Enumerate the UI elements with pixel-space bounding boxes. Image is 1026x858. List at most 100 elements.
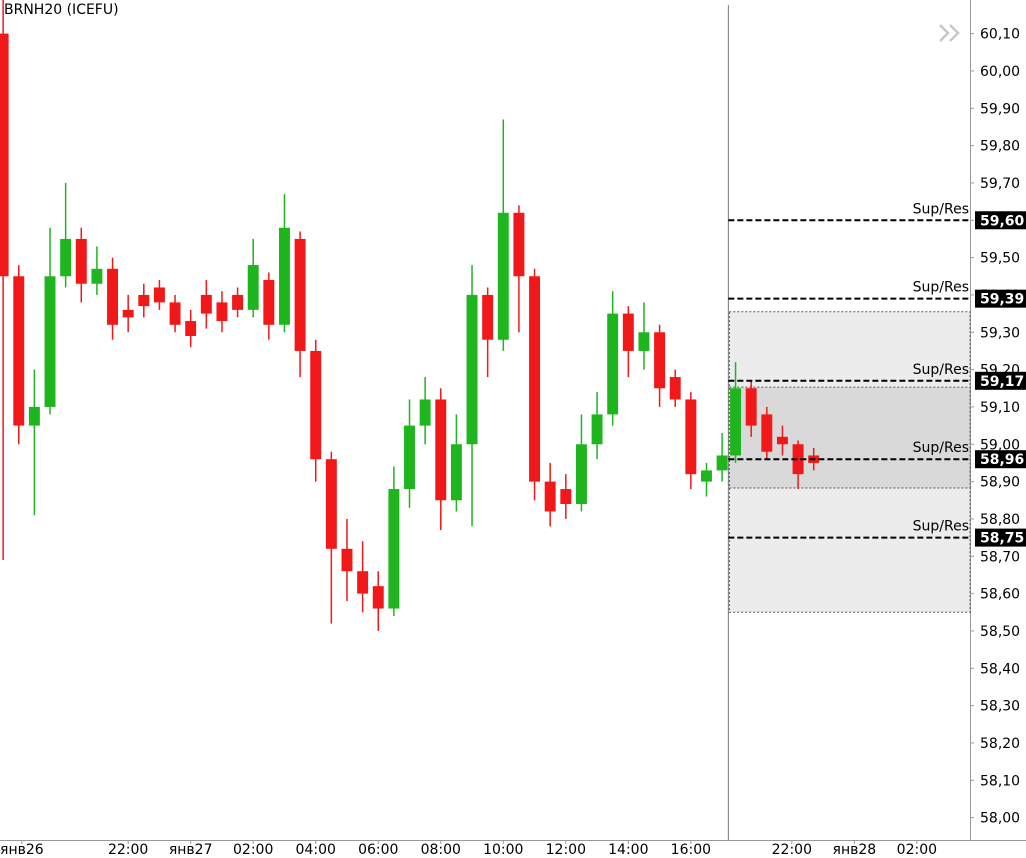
candle-body (138, 294, 150, 307)
x-tick-label: 14:00 (608, 842, 648, 858)
level-badge (975, 211, 1026, 230)
y-tick-label: 59,30 (980, 325, 1020, 341)
chart-title: BRNH20 (ICEFU) (4, 2, 119, 18)
candle-body (60, 238, 72, 277)
y-tick-label: 58,90 (980, 475, 1020, 491)
candle-body (263, 280, 275, 325)
level-badge (975, 528, 1026, 547)
x-tick-label: 02:00 (233, 842, 273, 858)
candle-body (685, 399, 697, 475)
candle-body (745, 388, 757, 426)
candle-body (75, 238, 87, 284)
y-tick-label: 58,40 (980, 661, 1020, 677)
candle-body (622, 313, 634, 351)
candle-body (560, 489, 572, 504)
level-label: Sup/Res (913, 280, 969, 296)
candle-body (701, 470, 712, 482)
candle-body (372, 586, 384, 609)
candle-body (325, 459, 337, 549)
candle-body (388, 489, 400, 609)
candle-body (450, 444, 462, 501)
y-tick-label: 58,20 (980, 736, 1020, 752)
candle-body (513, 212, 525, 277)
y-tick-label: 59,70 (980, 176, 1020, 192)
candle-body (216, 302, 228, 322)
candle-body (730, 388, 742, 456)
x-tick-label: 10:00 (483, 842, 523, 858)
level-value-label: 59,39 (980, 292, 1024, 308)
y-tick-label: 59,50 (980, 251, 1020, 267)
y-tick-label: 58,30 (980, 699, 1020, 715)
candle-body (669, 377, 681, 400)
x-tick-label: 22:00 (772, 842, 812, 858)
candle-body (761, 414, 773, 452)
level-value-label: 58,75 (980, 531, 1024, 547)
y-tick-label: 60,10 (980, 27, 1020, 43)
candle-body (122, 309, 134, 318)
candle-body (169, 302, 181, 325)
x-tick-label: 02:00 (897, 842, 937, 858)
candle-body (200, 294, 212, 314)
y-tick-label: 58,60 (980, 587, 1020, 603)
candle-body (247, 265, 259, 310)
level-label: Sup/Res (913, 519, 969, 535)
candle-body (419, 399, 431, 426)
candle-body (591, 414, 603, 445)
candle-body (107, 268, 119, 325)
candle-body (497, 212, 509, 340)
candle-body (0, 33, 9, 277)
y-tick-label: 59,10 (980, 400, 1020, 416)
level-value-label: 59,60 (980, 213, 1025, 229)
candle-body (278, 227, 290, 325)
x-tick-label: янв27 (169, 842, 213, 858)
x-tick-label: 06:00 (358, 842, 398, 858)
y-tick-label: 60,00 (980, 64, 1020, 80)
y-tick-label: 58,00 (980, 811, 1020, 827)
x-tick-label: 08:00 (421, 842, 461, 858)
level-badge (975, 371, 1026, 390)
y-tick-label: 58,70 (980, 549, 1020, 565)
candle-body (544, 481, 556, 512)
candle-body (435, 399, 447, 501)
y-tick-label: 59,00 (980, 437, 1020, 453)
y-tick-label: 59,80 (980, 139, 1020, 155)
candle-body (776, 436, 788, 445)
candle-body (466, 294, 478, 445)
candle-body (91, 268, 103, 284)
candle-body (153, 287, 165, 303)
level-label: Sup/Res (913, 201, 969, 217)
level-badge (975, 450, 1026, 469)
level-label: Sup/Res (913, 440, 969, 456)
y-tick-label: 59,90 (980, 101, 1020, 117)
y-tick-label: 58,80 (980, 512, 1020, 528)
expand-icon[interactable] (939, 24, 960, 42)
candle-body (654, 332, 666, 389)
x-tick-label: янв26 (0, 842, 44, 858)
x-tick-label: 16:00 (671, 842, 711, 858)
candle-body (341, 548, 353, 572)
candle-body (404, 425, 415, 490)
x-tick-label: янв28 (833, 842, 877, 858)
x-tick-label: 12:00 (546, 842, 586, 858)
candle-body (792, 444, 804, 475)
candle-body (185, 321, 197, 336)
candle-body (482, 294, 494, 340)
candle-body (13, 276, 25, 426)
level-badge (975, 289, 1026, 308)
candle-body (716, 455, 728, 471)
level-label: Sup/Res (913, 362, 969, 378)
candle-body (232, 294, 244, 310)
candle-body (28, 406, 40, 426)
y-tick-label: 58,10 (980, 773, 1020, 789)
candle-body (310, 350, 322, 460)
candle-body (294, 238, 306, 351)
level-value-label: 59,17 (980, 374, 1024, 390)
x-tick-label: 22:00 (108, 842, 148, 858)
candle-body (529, 276, 541, 482)
level-value-label: 58,96 (980, 452, 1024, 468)
candle-body (607, 313, 619, 415)
x-tick-label: 04:00 (296, 842, 336, 858)
y-tick-label: 58,50 (980, 624, 1020, 640)
candle-body (357, 571, 369, 594)
